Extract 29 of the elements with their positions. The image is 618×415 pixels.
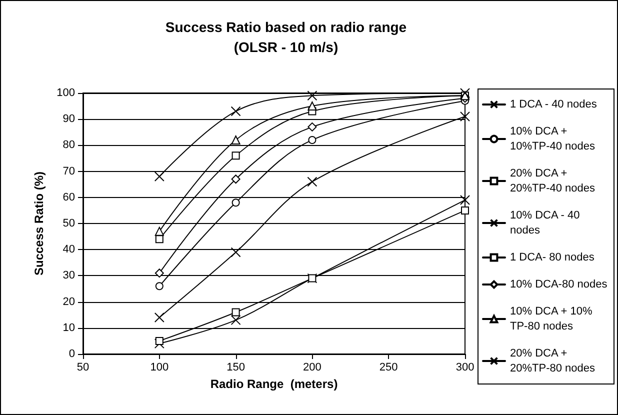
x-tick-label: 100 (150, 362, 169, 374)
legend-label: 10% DCA - 40 nodes (510, 210, 583, 236)
y-tick-label: 30 (62, 270, 75, 282)
x-tick-label: 250 (379, 362, 398, 374)
y-tick-label: 60 (62, 191, 75, 204)
y-tick-label: 100 (56, 87, 75, 99)
legend-label: 1 DCA- 80 nodes (510, 252, 595, 264)
x-tick-label: 150 (226, 362, 245, 374)
legend-label: 10% DCA-80 nodes (510, 278, 608, 290)
y-tick-label: 90 (62, 113, 75, 126)
x-axis-title: Radio Range (meters) (210, 377, 338, 391)
y-tick-label: 0 (68, 348, 75, 360)
y-axis-title: Success Ratio (%) (32, 171, 46, 276)
y-tick-label: 40 (62, 244, 75, 256)
y-tick-label: 20 (62, 296, 75, 308)
legend-label: 10% DCA + 10% TP-80 nodes (510, 306, 596, 332)
legend-label: 20% DCA + 20%TP-40 nodes (510, 168, 596, 194)
y-tick-label: 10 (62, 322, 75, 334)
chart-title: Success Ratio based on radio range (165, 19, 407, 35)
legend-label: 1 DCA - 40 nodes (510, 98, 598, 110)
legend-label: 10% DCA + 10%TP-40 nodes (510, 126, 596, 152)
y-tick-label: 80 (62, 139, 75, 152)
x-tick-label: 50 (76, 362, 90, 374)
x-tick-label: 200 (303, 362, 322, 374)
chart-subtitle: (OLSR - 10 m/s) (234, 39, 338, 55)
legend-label: 20% DCA + 20%TP-80 nodes (510, 348, 596, 374)
y-tick-label: 50 (62, 218, 75, 230)
x-tick-label: 300 (456, 362, 474, 374)
y-tick-label: 70 (62, 165, 75, 178)
